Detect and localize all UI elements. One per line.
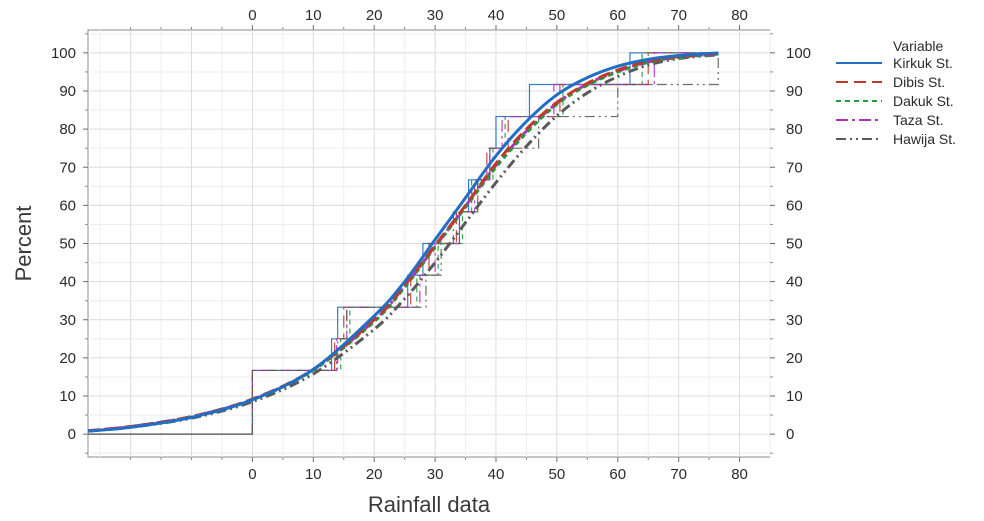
axes: 0 0 10 10 20 20 30 30 40 40 50 50 60 60 70 70 80 80 0 0 10 10… — [51, 7, 811, 483]
y-tick-label: 30 — [59, 312, 76, 329]
x-tick-label-top: 30 — [427, 7, 444, 24]
y-tick-label: 70 — [59, 159, 76, 176]
x-tick-label-top: 0 — [248, 7, 256, 24]
fitted-curve-hawija-st- — [87, 53, 719, 433]
x-tick-label: 70 — [670, 466, 687, 483]
y-tick-label: 80 — [59, 121, 76, 138]
y-tick-label-right: 0 — [786, 426, 794, 443]
y-tick-label: 20 — [59, 350, 76, 367]
x-axis-title: Rainfall data — [368, 492, 491, 517]
y-tick-label-right: 90 — [786, 83, 803, 100]
legend-entry-label: Kirkuk St. — [893, 55, 953, 71]
x-tick-label-top: 50 — [549, 7, 566, 24]
x-tick-label: 40 — [488, 466, 505, 483]
y-axis-title: Percent — [11, 206, 36, 282]
x-tick-label: 0 — [248, 466, 256, 483]
legend-entry-label: Dakuk St. — [893, 93, 954, 109]
y-tick-label-right: 70 — [786, 159, 803, 176]
y-tick-label: 50 — [59, 236, 76, 253]
x-tick-label: 20 — [366, 466, 383, 483]
y-tick-label-right: 30 — [786, 312, 803, 329]
y-tick-label: 10 — [59, 388, 76, 405]
step-line-hawija-st- — [251, 52, 719, 435]
legend-entry-label: Dibis St. — [893, 74, 945, 90]
x-tick-label: 30 — [427, 466, 444, 483]
y-tick-label: 100 — [51, 45, 76, 62]
y-tick-label: 40 — [59, 274, 76, 291]
legend-entry-label: Taza St. — [893, 112, 944, 128]
fitted-curves — [87, 51, 719, 433]
x-tick-label-top: 80 — [731, 7, 748, 24]
x-tick-label-top: 70 — [670, 7, 687, 24]
x-tick-label-top: 60 — [609, 7, 626, 24]
y-tick-label-right: 10 — [786, 388, 803, 405]
legend: Variable Kirkuk St. Dibis St. Dakuk St. Taz… — [836, 38, 956, 147]
x-tick-label-top: 20 — [366, 7, 383, 24]
y-tick-label: 90 — [59, 83, 76, 100]
x-tick-label-top: 40 — [488, 7, 505, 24]
x-tick-label: 60 — [609, 466, 626, 483]
legend-entry-label: Hawija St. — [893, 131, 956, 147]
grid — [88, 30, 771, 457]
y-tick-label-right: 50 — [786, 236, 803, 253]
y-tick-label-right: 40 — [786, 274, 803, 291]
x-tick-label: 10 — [305, 466, 322, 483]
x-tick-label: 50 — [549, 466, 566, 483]
y-tick-label: 0 — [68, 426, 76, 443]
x-tick-label-top: 10 — [305, 7, 322, 24]
legend-title: Variable — [893, 38, 944, 54]
y-tick-label-right: 100 — [786, 45, 811, 62]
x-tick-label: 80 — [731, 466, 748, 483]
y-tick-label-right: 20 — [786, 350, 803, 367]
y-tick-label-right: 60 — [786, 197, 803, 214]
fitted-curve-kirkuk-st- — [87, 51, 719, 433]
y-tick-label: 60 — [59, 197, 76, 214]
y-tick-label-right: 80 — [786, 121, 803, 138]
